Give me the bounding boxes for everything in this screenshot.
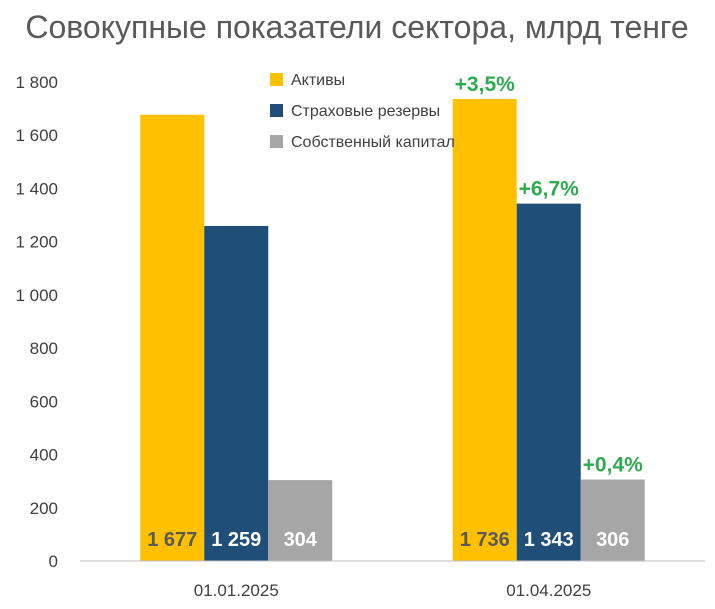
x-tick-label: 01.04.2025 xyxy=(506,581,591,600)
y-tick-label: 1 000 xyxy=(15,286,58,305)
legend-swatch xyxy=(270,135,283,148)
bar-value-label: 1 343 xyxy=(524,529,574,551)
y-tick-label: 1 200 xyxy=(15,233,58,252)
x-tick-label: 01.01.2025 xyxy=(194,581,279,600)
bar-value-label: 304 xyxy=(284,529,318,551)
y-tick-label: 600 xyxy=(30,392,58,411)
y-tick-label: 800 xyxy=(30,339,58,358)
y-tick-label: 1 600 xyxy=(15,126,58,145)
bar xyxy=(268,480,333,561)
y-axis: 0 200 400 600 800 1 000 1 200 1 400 1 600 1 800 xyxy=(15,73,58,571)
y-tick-label: 1 400 xyxy=(15,179,58,198)
bar xyxy=(580,479,645,561)
change-label: +6,7% xyxy=(519,178,579,201)
bars: 1 677 1 736 +3,5% 1 259 1 343 +6,7% 304 306 +0,4… xyxy=(140,73,645,562)
bar-value-label: 1 259 xyxy=(211,529,261,551)
legend-swatch xyxy=(270,73,283,86)
bar xyxy=(140,114,205,562)
bar-value-label: 1 736 xyxy=(460,529,510,551)
x-axis: 01.01.2025 01.04.2025 xyxy=(80,560,705,600)
y-tick-label: 400 xyxy=(30,446,58,465)
bar xyxy=(516,203,581,561)
bar-value-label: 306 xyxy=(596,529,629,551)
legend-label: Собственный капитал xyxy=(291,134,455,151)
y-tick-label: 0 xyxy=(49,552,58,571)
change-label: +3,5% xyxy=(455,73,515,96)
legend-label: Активы xyxy=(291,72,345,89)
legend-label: Страховые резервы xyxy=(291,103,440,120)
chart-title: Совокупные показатели сектора, млрд тенг… xyxy=(25,9,688,45)
bar xyxy=(204,225,269,561)
bar-value-label: 1 677 xyxy=(147,529,197,551)
legend-swatch xyxy=(270,104,283,117)
change-label: +0,4% xyxy=(583,454,643,477)
y-tick-label: 1 800 xyxy=(15,73,58,92)
y-tick-label: 200 xyxy=(30,499,58,518)
bar xyxy=(452,99,517,561)
legend: Активы Страховые резервы Собственный капит… xyxy=(270,72,455,151)
